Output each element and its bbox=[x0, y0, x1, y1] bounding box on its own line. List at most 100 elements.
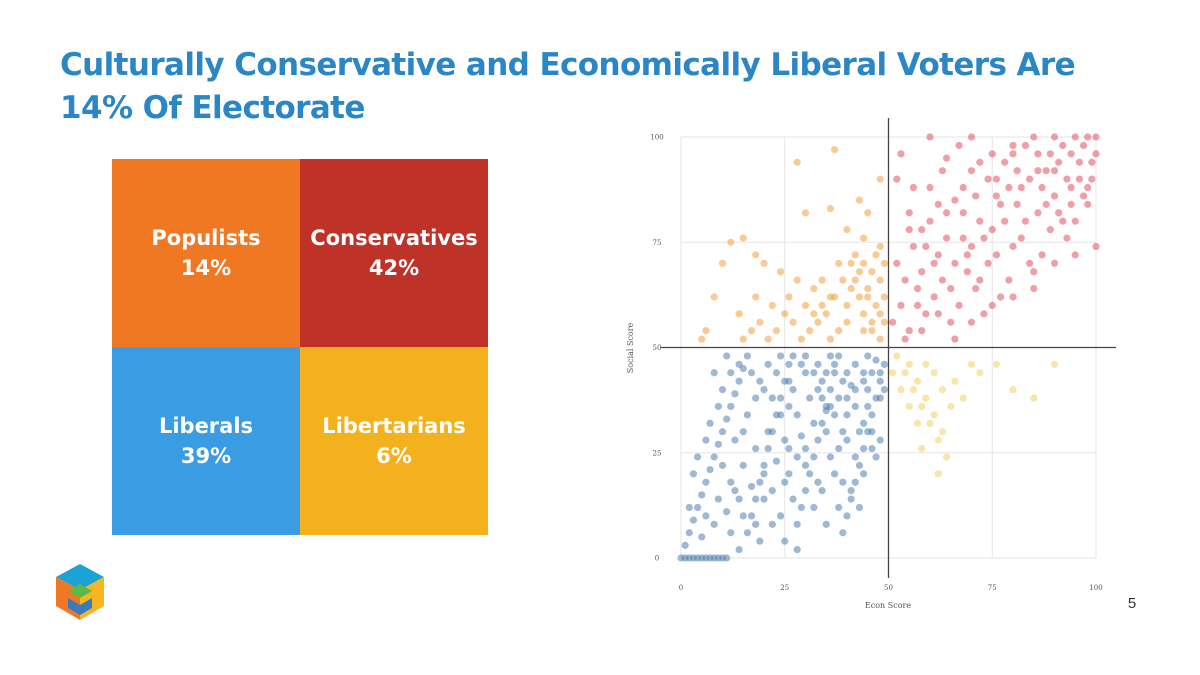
scatter-point bbox=[843, 318, 851, 326]
scatter-point bbox=[951, 377, 959, 385]
scatter-point bbox=[972, 192, 980, 200]
scatter-point bbox=[839, 478, 847, 486]
scatter-point bbox=[913, 377, 922, 385]
scatter-point bbox=[1071, 133, 1079, 141]
x-tick-label: 50 bbox=[884, 584, 893, 592]
scatter-point bbox=[685, 529, 693, 537]
scatter-point bbox=[1017, 234, 1025, 242]
scatter-point bbox=[967, 167, 976, 175]
scatter-point bbox=[851, 402, 859, 411]
scatter-point bbox=[739, 512, 747, 520]
scatter-point bbox=[1079, 141, 1088, 150]
scatter-point bbox=[1084, 200, 1092, 208]
scatter-point bbox=[980, 310, 988, 318]
scatter-point bbox=[735, 495, 743, 503]
scatter-point bbox=[976, 276, 984, 284]
scatter-point bbox=[839, 276, 847, 284]
scatter-point bbox=[930, 411, 938, 419]
scatter-point bbox=[943, 234, 951, 242]
scatter-point bbox=[739, 428, 747, 436]
scatter-point bbox=[976, 369, 984, 377]
scatter-point bbox=[876, 335, 884, 343]
scatter-point bbox=[756, 537, 764, 545]
scatter-point bbox=[893, 259, 901, 267]
scatter-point bbox=[810, 369, 818, 377]
scatter-point bbox=[922, 360, 930, 368]
scatter-point bbox=[1030, 394, 1038, 402]
quadrant-liberals: Liberals 39% bbox=[112, 347, 300, 535]
scatter-point bbox=[922, 242, 930, 251]
scatter-point bbox=[967, 360, 976, 368]
scatter-point bbox=[789, 352, 797, 360]
scatter-point bbox=[1059, 141, 1067, 150]
scatter-point bbox=[772, 369, 781, 377]
scatter-point bbox=[731, 487, 739, 495]
scatter-point bbox=[714, 495, 722, 503]
scatter-point bbox=[839, 428, 847, 436]
scatter-point bbox=[959, 394, 967, 402]
scatter-point bbox=[963, 268, 971, 276]
scatter-point bbox=[992, 192, 1000, 200]
scatter-point bbox=[731, 436, 739, 444]
scatter-point bbox=[785, 360, 793, 368]
scatter-point bbox=[1092, 150, 1100, 158]
scatter-point bbox=[959, 234, 967, 242]
quadrant-conservatives: Conservatives 42% bbox=[300, 159, 488, 347]
scatter-point bbox=[876, 242, 884, 251]
scatter-point bbox=[905, 327, 913, 335]
scatter-point bbox=[718, 428, 727, 436]
scatter-point bbox=[1050, 259, 1059, 267]
scatter-point bbox=[1046, 226, 1054, 234]
scatter-point bbox=[984, 175, 992, 183]
scatter-point bbox=[1050, 192, 1059, 200]
scatter-point bbox=[880, 360, 888, 368]
scatter-point bbox=[743, 411, 751, 419]
scatter-point bbox=[938, 276, 947, 284]
scatter-point bbox=[1009, 150, 1017, 158]
scatter-point bbox=[781, 436, 789, 444]
scatter-point bbox=[789, 318, 797, 326]
scatter-point bbox=[830, 369, 839, 377]
scatter-point bbox=[826, 453, 834, 461]
scatter-point bbox=[1026, 175, 1034, 183]
scatter-point bbox=[747, 327, 756, 335]
scatter-point bbox=[727, 402, 735, 411]
scatter-point bbox=[718, 259, 727, 267]
scatter-point bbox=[855, 196, 864, 204]
slide-title-line-1: Culturally Conservative and Economically… bbox=[60, 47, 1076, 83]
scatter-point bbox=[880, 318, 888, 326]
scatter-point bbox=[1017, 183, 1025, 192]
scatter-point bbox=[851, 276, 859, 284]
scatter-point bbox=[992, 175, 1000, 183]
scatter-point bbox=[797, 503, 805, 512]
y-tick-label: 0 bbox=[655, 555, 659, 563]
scatter-point bbox=[752, 251, 760, 259]
scatter-point bbox=[830, 470, 839, 478]
scatter-point bbox=[760, 495, 768, 503]
scatter-point bbox=[1050, 167, 1059, 175]
scatter-point bbox=[723, 352, 731, 360]
cube-logo-icon bbox=[56, 564, 104, 620]
scatter-point bbox=[826, 402, 834, 411]
company-logo bbox=[55, 564, 105, 624]
scatter-point bbox=[752, 293, 760, 301]
scatter-point bbox=[876, 436, 884, 444]
scatter-point bbox=[826, 352, 834, 360]
scatter-point bbox=[1071, 251, 1079, 259]
scatter-point bbox=[843, 512, 851, 520]
scatter-point bbox=[855, 428, 864, 436]
scatter-point bbox=[835, 352, 843, 360]
scatter-point bbox=[793, 545, 801, 554]
slide-title: Culturally Conservative and Economically… bbox=[60, 44, 1140, 130]
scatter-point bbox=[926, 419, 934, 427]
x-tick-label: 0 bbox=[679, 584, 683, 592]
scatter-point bbox=[723, 554, 731, 562]
scatter-point bbox=[1021, 217, 1030, 225]
points-layer bbox=[677, 133, 1100, 562]
scatter-point bbox=[847, 487, 855, 495]
scatter-point bbox=[822, 310, 830, 318]
scatter-point bbox=[934, 310, 942, 318]
scatter-point bbox=[826, 204, 834, 213]
scatter-point bbox=[913, 419, 922, 427]
scatter-point bbox=[905, 360, 913, 368]
